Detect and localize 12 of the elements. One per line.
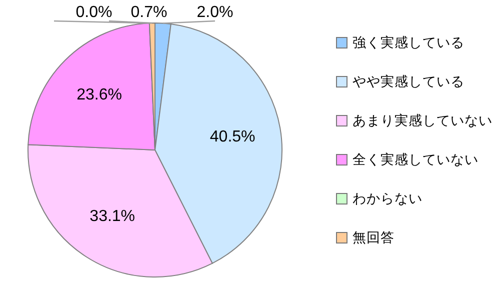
- legend-label: やや実感している: [352, 74, 464, 89]
- text: 0.0%: [76, 4, 112, 21]
- legend-label: わからない: [352, 190, 422, 206]
- data-label: 40.5%: [210, 128, 256, 146]
- legend-label: 全く実感していない: [352, 152, 478, 167]
- data-label: 23.6%: [76, 86, 122, 104]
- data-label: 0.7%: [130, 4, 168, 21]
- legend-label: 無回答: [352, 230, 394, 245]
- data-label: 2.0%: [196, 4, 234, 21]
- legend-label: あまり実感していない: [352, 112, 492, 128]
- data-label: 33.1%: [90, 208, 136, 226]
- legend-label: 強く実感している: [352, 34, 464, 50]
